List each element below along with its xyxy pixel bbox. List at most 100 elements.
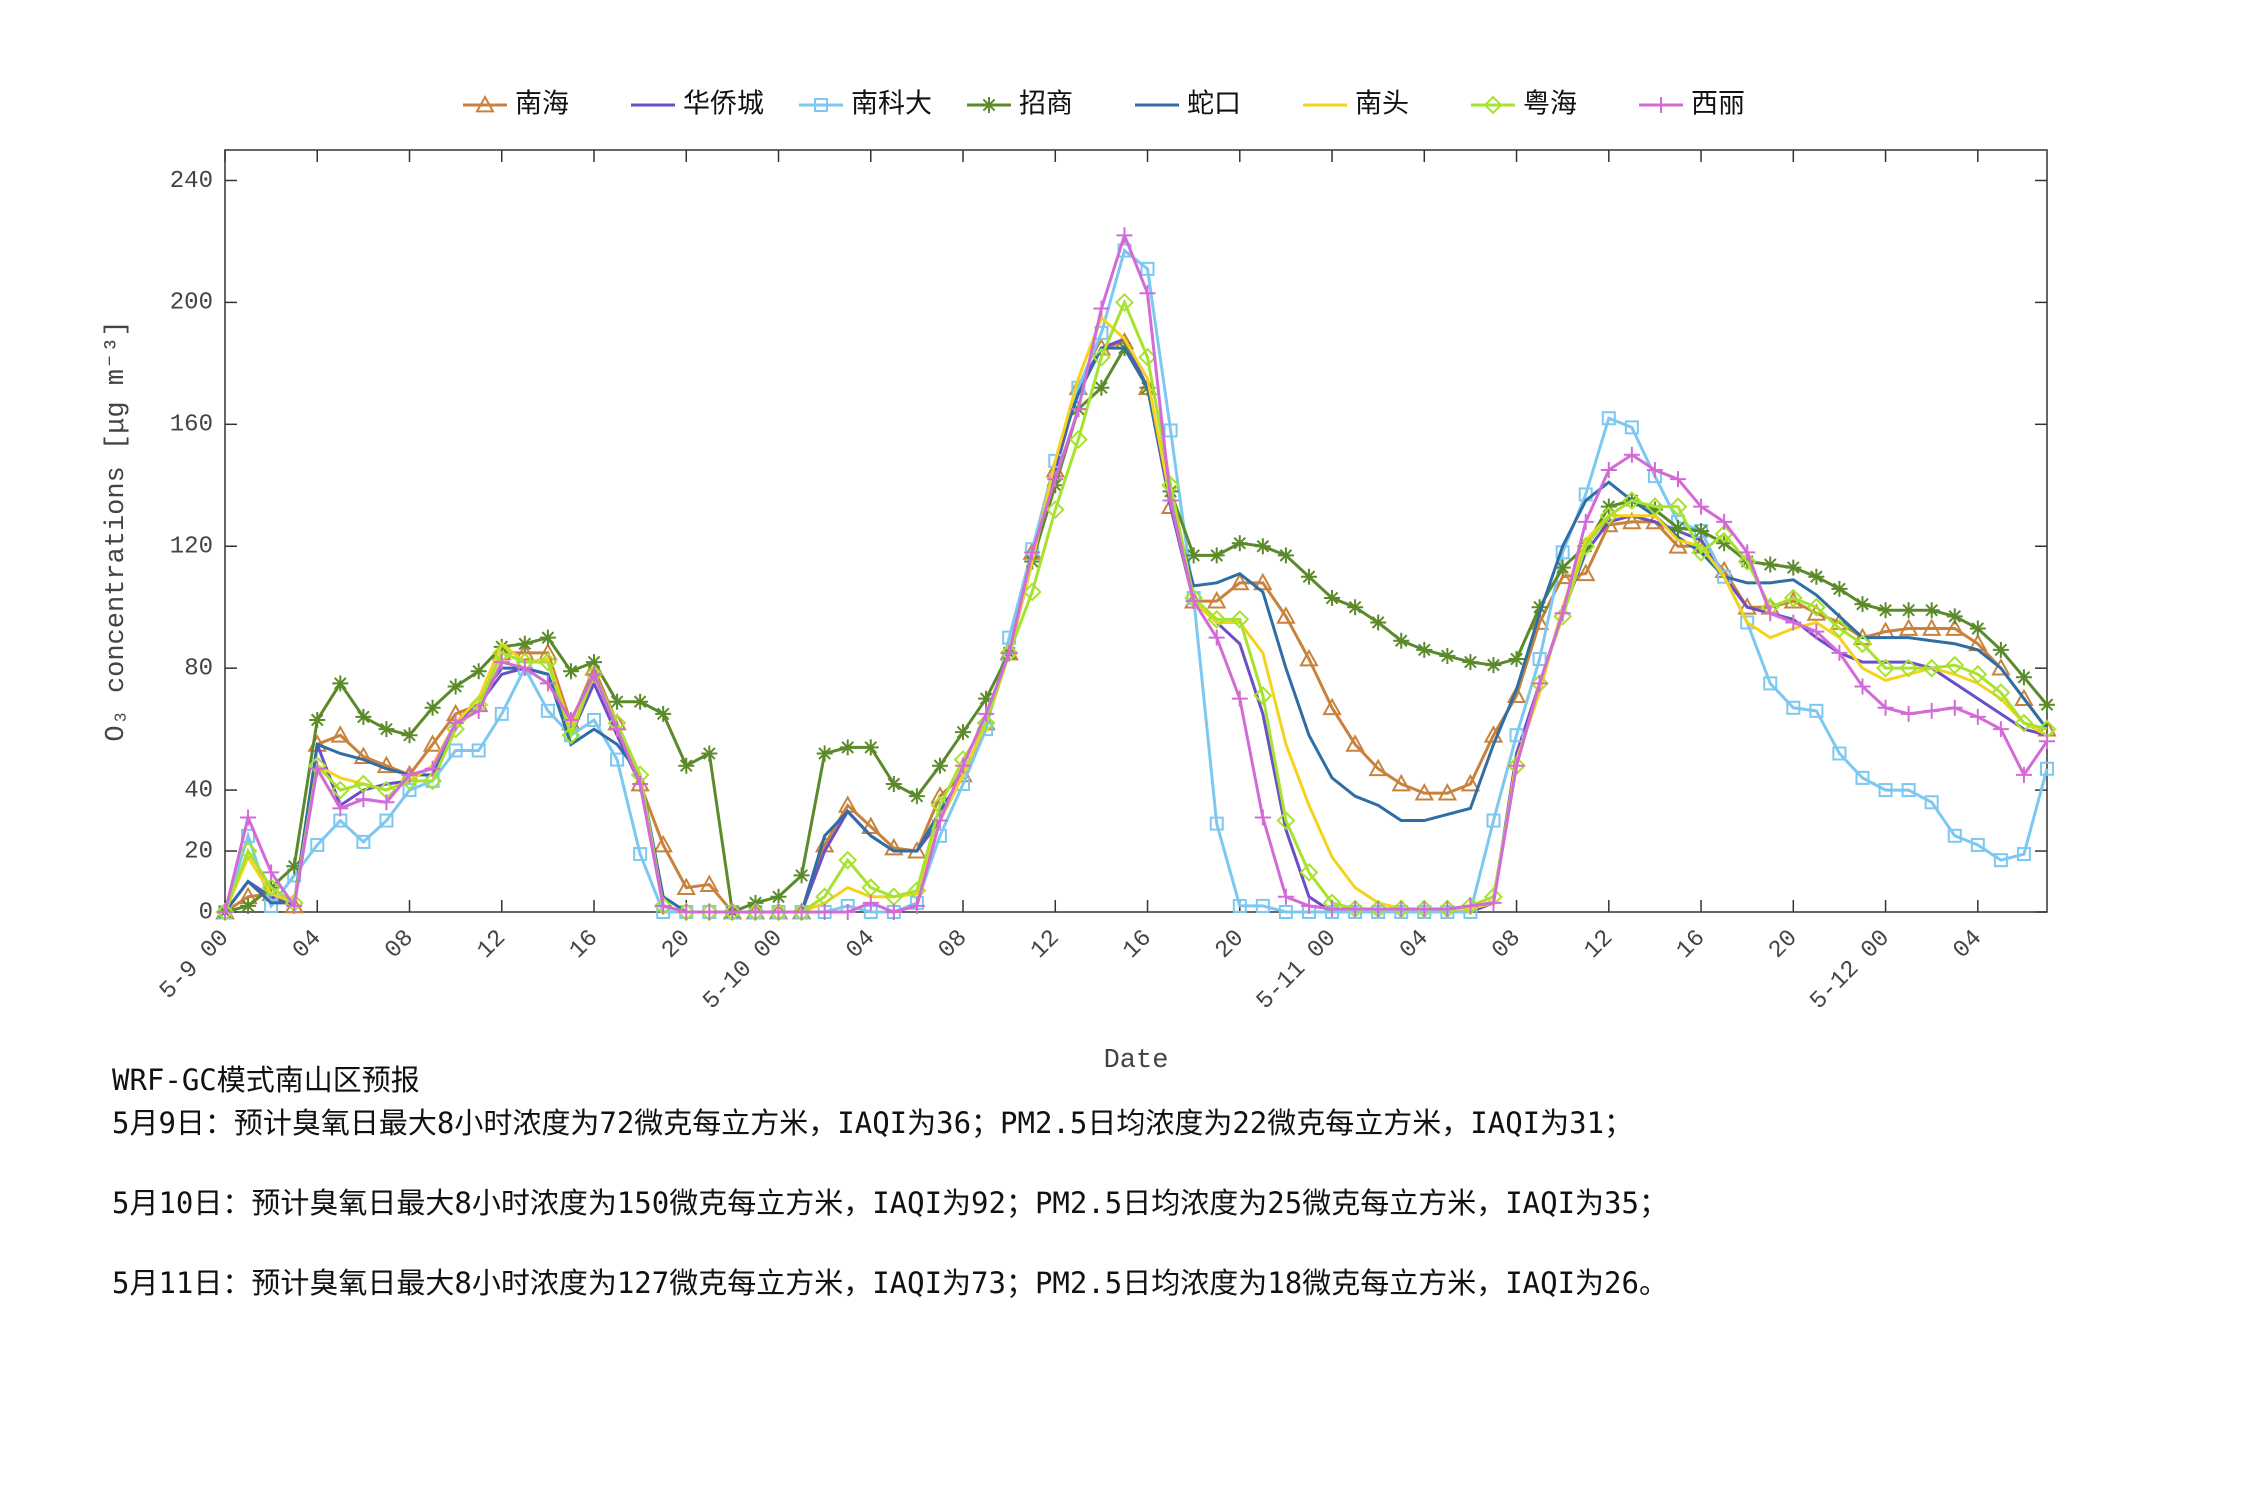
- marker: [955, 724, 972, 741]
- marker: [1669, 471, 1686, 488]
- y-tick-label: 40: [184, 777, 213, 804]
- marker: [678, 757, 695, 774]
- marker: [1437, 783, 1458, 801]
- marker: [2039, 696, 2055, 713]
- marker: [447, 715, 464, 732]
- marker: [1900, 705, 1917, 722]
- marker: [955, 757, 972, 774]
- marker: [447, 678, 464, 695]
- marker: [264, 898, 279, 913]
- marker: [1439, 647, 1456, 664]
- marker: [1645, 497, 1665, 517]
- marker: [862, 894, 879, 911]
- marker: [1531, 675, 1548, 692]
- x-tick-label: 5-9 00: [155, 925, 235, 1005]
- marker: [609, 693, 626, 710]
- marker: [1622, 511, 1642, 530]
- marker: [1646, 501, 1663, 518]
- marker: [2039, 733, 2055, 750]
- marker: [1324, 590, 1341, 607]
- y-tick-label: 200: [170, 290, 213, 317]
- marker: [1783, 588, 1803, 608]
- legend-label: 粤海: [1523, 89, 1577, 120]
- marker: [1231, 690, 1248, 707]
- report-line: 5月11日：预计臭氧日最大8小时浓度为127微克每立方米，IAQI为73；PM2…: [112, 1266, 1668, 1300]
- marker: [1368, 758, 1388, 777]
- marker: [493, 654, 510, 671]
- marker: [470, 663, 487, 680]
- marker: [793, 904, 810, 920]
- marker: [839, 904, 856, 920]
- marker: [1209, 816, 1224, 831]
- marker: [1370, 614, 1387, 631]
- marker: [471, 743, 486, 758]
- marker: [423, 771, 442, 791]
- marker: [332, 675, 349, 692]
- marker: [1299, 648, 1319, 667]
- x-tick-label: 04: [1395, 925, 1434, 964]
- marker: [1922, 658, 1942, 678]
- marker: [1691, 542, 1711, 562]
- marker: [1300, 897, 1317, 914]
- x-tick-label: 04: [841, 925, 880, 964]
- marker: [332, 800, 349, 817]
- marker: [217, 904, 233, 920]
- marker: [1068, 430, 1088, 449]
- marker: [1808, 623, 1825, 640]
- marker: [1532, 652, 1547, 667]
- marker: [1653, 97, 1669, 113]
- legend-label: 招商: [1019, 89, 1073, 120]
- marker: [1716, 513, 1733, 530]
- marker: [1831, 580, 1848, 597]
- marker: [1554, 559, 1571, 576]
- marker: [1831, 644, 1848, 661]
- x-tick-label: 08: [380, 925, 419, 964]
- marker: [1945, 618, 1965, 636]
- marker: [701, 745, 718, 762]
- marker: [1232, 898, 1247, 913]
- marker: [286, 897, 303, 914]
- marker: [1739, 544, 1756, 561]
- marker: [1460, 773, 1481, 792]
- marker: [1024, 544, 1041, 561]
- marker: [424, 699, 441, 716]
- y-axis-label: O₃ concentrations [μg m⁻³]: [102, 320, 132, 741]
- x-tick-label: 04: [288, 925, 327, 964]
- marker: [1506, 685, 1527, 703]
- marker: [839, 739, 856, 756]
- marker: [1877, 699, 1894, 716]
- marker: [724, 904, 741, 920]
- marker: [1254, 538, 1271, 555]
- marker: [1414, 783, 1434, 801]
- marker: [1207, 609, 1227, 629]
- marker: [1969, 708, 1986, 725]
- marker: [1992, 721, 2009, 738]
- marker: [1737, 597, 1757, 615]
- marker: [516, 660, 533, 677]
- x-tick-label: 04: [1948, 925, 1987, 964]
- marker: [1115, 292, 1134, 312]
- series-line: [223, 337, 2048, 914]
- marker: [1093, 379, 1110, 396]
- x-tick-label: 08: [1487, 925, 1526, 964]
- marker: [1485, 657, 1502, 674]
- series-line: [224, 345, 2049, 915]
- marker: [1668, 497, 1688, 517]
- marker: [1693, 523, 1710, 539]
- marker: [1185, 593, 1202, 610]
- marker: [1393, 632, 1410, 649]
- marker: [1969, 620, 1986, 637]
- marker: [747, 904, 764, 920]
- marker: [1347, 900, 1364, 917]
- marker: [1324, 900, 1341, 917]
- marker: [1577, 513, 1594, 530]
- marker: [1370, 900, 1387, 917]
- marker: [538, 652, 558, 672]
- marker: [1416, 641, 1433, 658]
- marker: [1393, 900, 1410, 917]
- marker: [1970, 837, 1985, 852]
- marker: [2014, 713, 2034, 733]
- marker: [1093, 300, 1110, 317]
- marker: [378, 721, 395, 738]
